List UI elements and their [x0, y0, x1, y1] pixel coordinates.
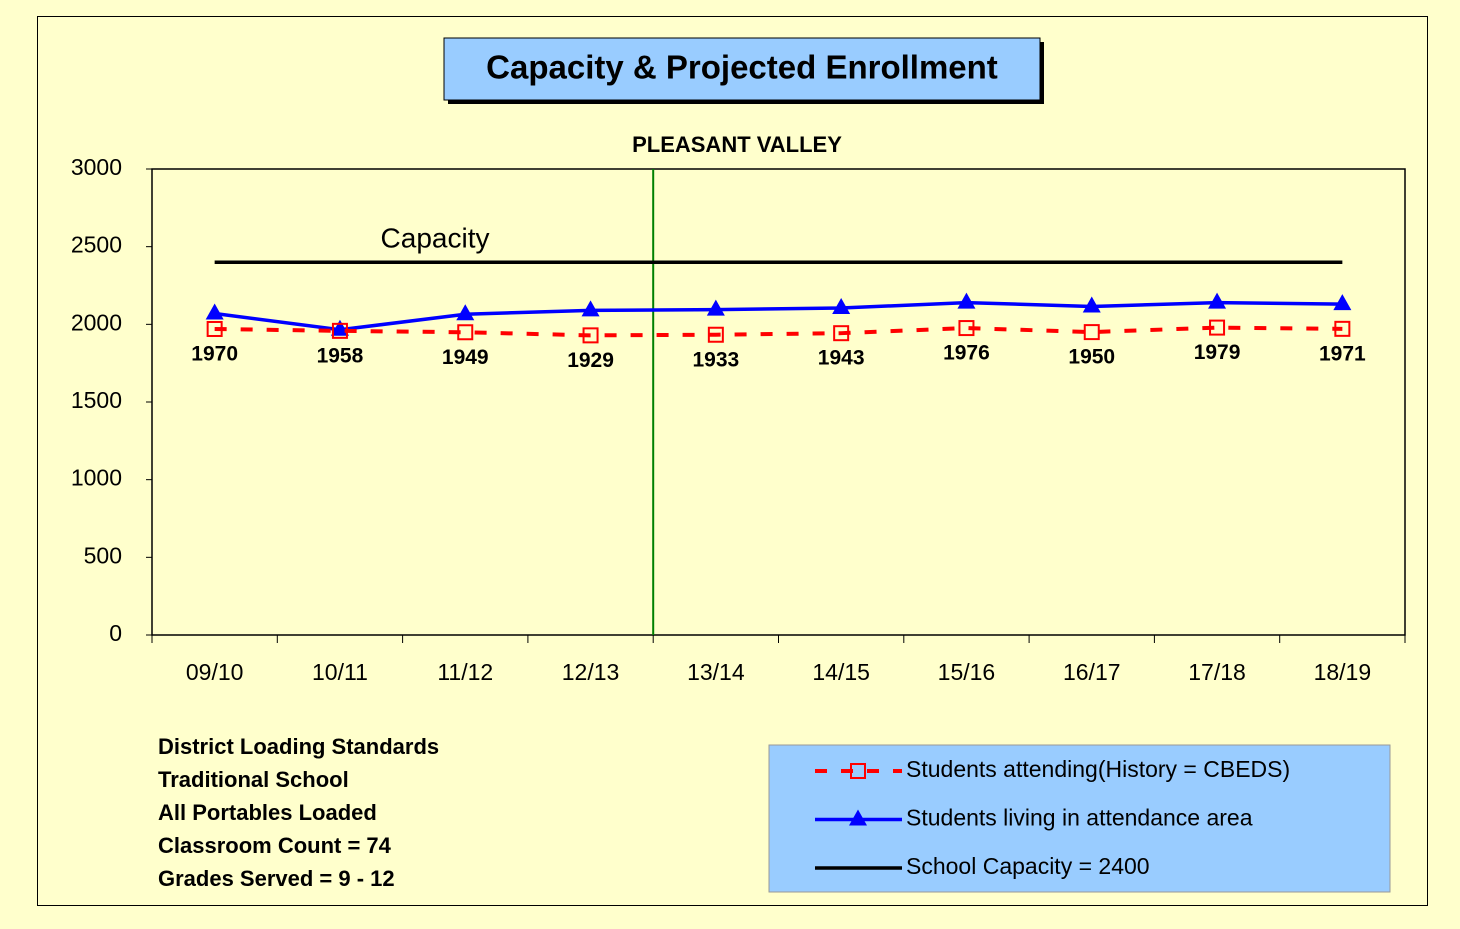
data-point [457, 324, 474, 341]
data-point [1334, 320, 1351, 337]
x-tick-label: 12/13 [562, 659, 620, 685]
y-tick-label: 1000 [71, 465, 122, 491]
data-label: 1949 [442, 346, 489, 369]
data-point [331, 322, 348, 339]
legend-label: Students living in attendance area [906, 805, 1253, 831]
data-label: 1971 [1319, 342, 1366, 365]
data-point [1082, 296, 1101, 313]
data-label: 1976 [943, 342, 990, 365]
data-label: 1979 [1194, 341, 1241, 364]
note: Grades Served = 9 - 12 [158, 866, 395, 891]
note: Classroom Count = 74 [158, 833, 392, 858]
data-point [581, 300, 600, 317]
annotation: Capacity [381, 222, 490, 253]
data-point [582, 327, 599, 344]
y-tick-label: 1500 [71, 387, 122, 413]
x-tick-label: 15/16 [938, 659, 996, 685]
x-tick-label: 14/15 [812, 659, 870, 685]
chart-subtitle: PLEASANT VALLEY [632, 132, 842, 157]
legend-label: Students attending(History = CBEDS) [906, 756, 1290, 782]
data-label: 1970 [191, 343, 238, 366]
data-point [456, 304, 475, 321]
note: All Portables Loaded [158, 800, 377, 825]
x-tick-label: 18/19 [1314, 659, 1372, 685]
y-tick-label: 2000 [71, 309, 122, 335]
x-tick-label: 09/10 [186, 659, 244, 685]
x-tick-label: 13/14 [687, 659, 745, 685]
chart-border [37, 16, 1428, 906]
x-tick-label: 16/17 [1063, 659, 1121, 685]
legend-marker [849, 809, 867, 826]
x-tick-label: 17/18 [1188, 659, 1246, 685]
title-box [443, 37, 1041, 101]
data-point [957, 292, 976, 309]
data-label: 1929 [567, 349, 614, 372]
x-tick-label: 11/12 [437, 659, 493, 685]
chart-title: Capacity & Projected Enrollment [486, 49, 998, 86]
data-point [1083, 324, 1100, 341]
data-point [833, 325, 850, 342]
series-line [214, 300, 1343, 332]
y-tick-label: 0 [109, 620, 122, 646]
note: Traditional School [158, 767, 349, 792]
y-tick-label: 3000 [71, 154, 122, 180]
data-point [1333, 294, 1352, 311]
data-label: 1943 [818, 347, 865, 370]
data-point [1208, 292, 1227, 309]
data-point [832, 298, 851, 315]
data-label: 1958 [317, 344, 364, 367]
data-point [330, 319, 349, 336]
y-tick-label: 2500 [71, 232, 122, 258]
data-point [205, 303, 224, 320]
data-point [706, 299, 725, 316]
data-point [206, 320, 223, 337]
legend-label: School Capacity = 2400 [906, 853, 1150, 879]
data-label: 1933 [692, 348, 739, 371]
x-tick-label: 10/11 [312, 659, 368, 685]
note: District Loading Standards [158, 734, 439, 759]
data-point [1209, 319, 1226, 336]
y-tick-label: 500 [84, 542, 122, 568]
data-point [707, 326, 724, 343]
data-label: 1950 [1068, 346, 1115, 369]
legend-marker [850, 763, 866, 779]
data-point [958, 320, 975, 337]
series-line [214, 325, 1343, 338]
